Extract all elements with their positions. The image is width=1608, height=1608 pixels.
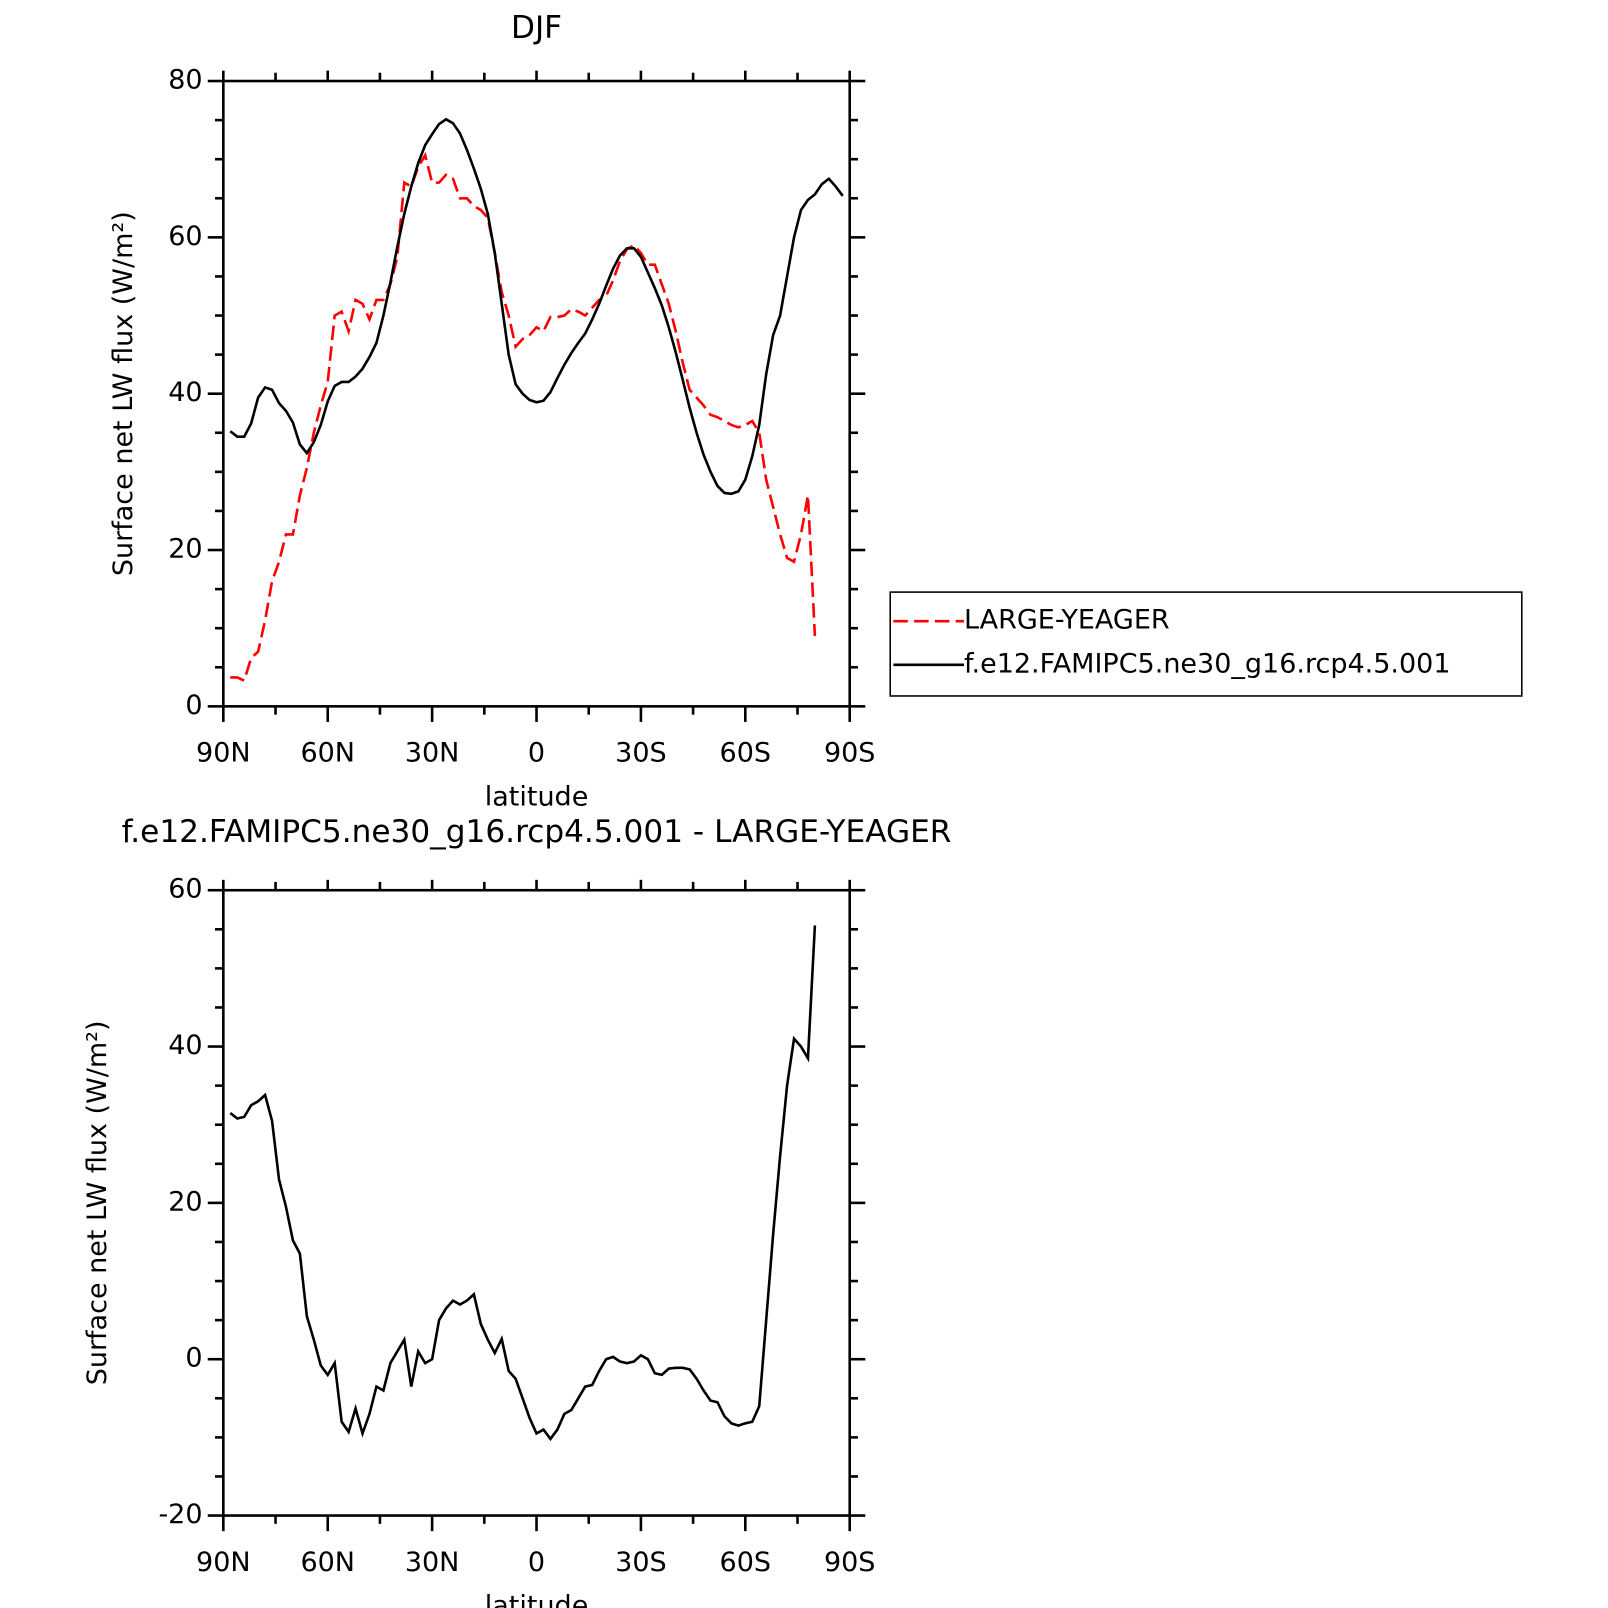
- x-tick-label: 30N: [405, 1547, 460, 1578]
- y-axis-label: Surface net LW flux (W/m²): [108, 211, 139, 576]
- data-line: [230, 151, 817, 683]
- x-tick-label: 90N: [196, 1547, 251, 1578]
- y-tick-label: 0: [185, 1343, 202, 1374]
- x-tick-label: 60N: [300, 738, 355, 769]
- y-tick-label: 0: [185, 690, 202, 721]
- x-axis-label: latitude: [485, 781, 589, 812]
- y-tick-label: 20: [168, 534, 202, 565]
- y-tick-label: 40: [168, 1030, 202, 1061]
- x-axis-label: latitude: [485, 1590, 589, 1608]
- x-tick-label: 60N: [300, 1547, 355, 1578]
- plot-frame: [222, 79, 852, 708]
- y-tick-label: 60: [168, 221, 202, 252]
- x-tick-label: 90S: [824, 1547, 876, 1578]
- chart-title: f.e12.FAMIPC5.ne30_g16.rcp4.5.001 - LARG…: [122, 814, 952, 850]
- x-tick-label: 0: [528, 738, 545, 769]
- x-tick-label: 30S: [615, 1547, 667, 1578]
- x-tick-label: 90S: [824, 738, 876, 769]
- y-tick-label: 60: [168, 874, 202, 905]
- y-axis-label: Surface net LW flux (W/m²): [82, 1020, 113, 1385]
- x-tick-label: 30N: [405, 738, 460, 769]
- plot-frame: [222, 888, 852, 1517]
- x-tick-label: 30S: [615, 738, 667, 769]
- y-tick-label: 40: [168, 377, 202, 408]
- x-tick-label: 0: [528, 1547, 545, 1578]
- chart-title: DJF: [511, 10, 562, 46]
- x-tick-label: 60S: [720, 738, 772, 769]
- legend-box: [889, 591, 1523, 697]
- legend-label: LARGE-YEAGER: [964, 605, 1170, 636]
- data-line: [229, 117, 844, 496]
- data-line: [229, 925, 817, 1442]
- x-tick-label: 60S: [720, 1547, 772, 1578]
- y-tick-label: -20: [158, 1499, 202, 1530]
- y-tick-label: 80: [168, 65, 202, 96]
- x-tick-label: 90N: [196, 738, 251, 769]
- legend-label: f.e12.FAMIPC5.ne30_g16.rcp4.5.001: [964, 648, 1451, 679]
- y-tick-label: 20: [168, 1186, 202, 1217]
